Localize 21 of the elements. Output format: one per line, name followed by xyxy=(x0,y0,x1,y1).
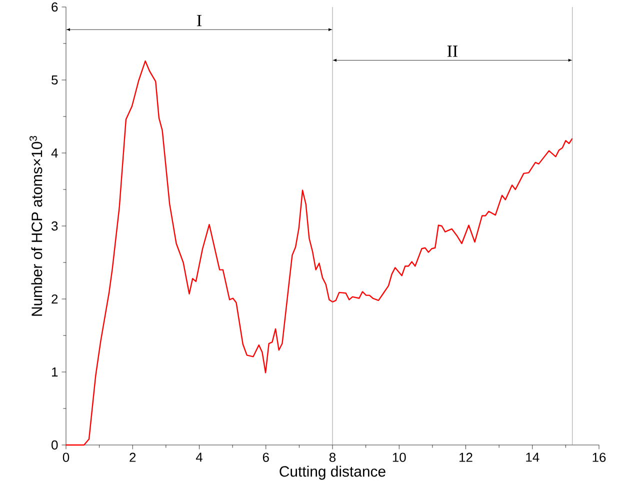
x-tick-label: 10 xyxy=(392,452,406,462)
y-tick-label: 5 xyxy=(52,75,58,85)
line-series xyxy=(65,60,573,446)
x-axis-title: Cutting distance xyxy=(280,466,386,480)
y-tick-label: 1 xyxy=(52,368,58,376)
y-tick-label: 2 xyxy=(52,294,58,304)
x-tick-label: 12 xyxy=(460,452,472,462)
x-tick-label: 0 xyxy=(62,452,70,462)
x-tick-label: 8 xyxy=(329,452,336,462)
x-tick-label: 16 xyxy=(592,452,606,462)
x-tick-label: 2 xyxy=(130,452,136,462)
annotation: II xyxy=(447,46,458,57)
x-tick-label: 4 xyxy=(196,452,202,462)
x-tick-label: 6 xyxy=(262,452,269,462)
y-tick-label: 4 xyxy=(51,148,58,158)
y-axis-title: Number of HCP atoms×10$^{3}$ xyxy=(30,136,42,316)
y-tick-label: 3 xyxy=(52,221,58,231)
y-tick-label: 6 xyxy=(52,2,58,12)
y-tick-label: 0 xyxy=(52,440,58,450)
x-tick-label: 14 xyxy=(526,452,540,462)
annotation: I xyxy=(197,15,202,26)
